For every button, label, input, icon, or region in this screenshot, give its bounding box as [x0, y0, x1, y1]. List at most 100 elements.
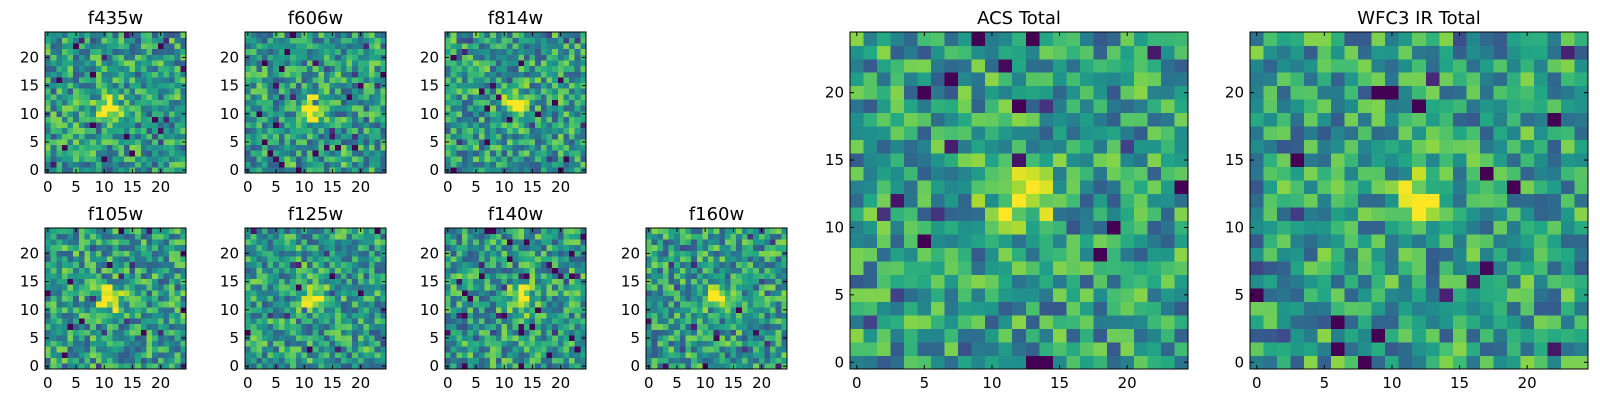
heatmap-cell: [563, 100, 569, 106]
heatmap-cell: [290, 145, 296, 151]
heatmap-cell: [375, 358, 381, 364]
heatmap-cell: [375, 313, 381, 319]
heatmap-cell: [301, 162, 307, 168]
heatmap-cell: [507, 330, 513, 336]
y-tick-label: 15: [420, 77, 439, 95]
heatmap-cell: [358, 49, 364, 55]
heatmap-cell: [135, 88, 141, 94]
heatmap-cell: [341, 279, 347, 285]
heatmap-cell: [513, 330, 519, 336]
heatmap-cell: [513, 307, 519, 313]
heatmap-cell: [175, 251, 181, 257]
heatmap-cell: [1053, 167, 1067, 181]
heatmap-cell: [575, 262, 581, 268]
heatmap-cell: [535, 346, 541, 352]
heatmap-cell: [279, 267, 285, 273]
heatmap-cell: [279, 134, 285, 140]
heatmap-cell: [135, 77, 141, 83]
heatmap-cell: [473, 346, 479, 352]
heatmap-cell: [147, 341, 153, 347]
heatmap-cell: [535, 162, 541, 168]
heatmap-cell: [84, 167, 90, 173]
heatmap-cell: [358, 352, 364, 358]
heatmap-cell: [118, 290, 124, 296]
heatmap-cell: [547, 111, 553, 117]
heatmap-cell: [748, 318, 754, 324]
heatmap-cell: [462, 234, 468, 240]
heatmap-cell: [324, 251, 330, 257]
heatmap-cell: [1026, 302, 1040, 316]
heatmap-cell: [535, 111, 541, 117]
heatmap-cell: [507, 273, 513, 279]
heatmap-cell: [530, 111, 536, 117]
heatmap-cell: [552, 66, 558, 72]
heatmap-cell: [262, 128, 268, 134]
heatmap-cell: [552, 111, 558, 117]
heatmap-cell: [547, 60, 553, 66]
heatmap-cell: [56, 267, 62, 273]
heatmap-cell: [169, 335, 175, 341]
heatmap-cell: [753, 335, 759, 341]
heatmap-cell: [535, 150, 541, 156]
heatmap-cell: [107, 284, 113, 290]
heatmap-cell: [158, 55, 164, 61]
heatmap-cell: [45, 88, 51, 94]
heatmap-cell: [313, 94, 319, 100]
heatmap-cell: [490, 145, 496, 151]
heatmap-cell: [496, 346, 502, 352]
heatmap-cell: [697, 341, 703, 347]
heatmap-cell: [657, 273, 663, 279]
heatmap-cell: [101, 38, 107, 44]
heatmap-cell: [575, 38, 581, 44]
heatmap-cell: [101, 66, 107, 72]
heatmap-cell: [96, 156, 102, 162]
x-tick-label: 0: [644, 374, 654, 392]
heatmap-cell: [468, 335, 474, 341]
heatmap-cell: [479, 94, 485, 100]
heatmap-cell: [79, 239, 85, 245]
heatmap-cell: [742, 313, 748, 319]
heatmap-cell: [341, 256, 347, 262]
heatmap-cell: [268, 228, 274, 234]
heatmap-cell: [158, 117, 164, 123]
heatmap-cell: [501, 128, 507, 134]
heatmap-cell: [51, 234, 57, 240]
heatmap-cell: [101, 100, 107, 106]
heatmap-cell: [268, 145, 274, 151]
heatmap-cell: [284, 330, 290, 336]
heatmap-cell: [135, 346, 141, 352]
heatmap-cells: [45, 228, 186, 369]
heatmap-cell: [468, 267, 474, 273]
heatmap-cell: [107, 88, 113, 94]
heatmap-cell: [79, 49, 85, 55]
heatmap-cell: [180, 162, 186, 168]
heatmap-cell: [352, 49, 358, 55]
heatmap-cell: [90, 83, 96, 89]
heatmap-cell: [175, 346, 181, 352]
heatmap-cell: [124, 38, 130, 44]
heatmap-cell: [245, 256, 251, 262]
heatmap-cell: [507, 55, 513, 61]
heatmap-cell: [541, 330, 547, 336]
heatmap-cell: [279, 66, 285, 72]
heatmap-cell: [290, 38, 296, 44]
heatmap-cell: [163, 128, 169, 134]
heatmap-cell: [335, 239, 341, 245]
heatmap-cell: [490, 239, 496, 245]
heatmap-cell: [507, 290, 513, 296]
heatmap-cell: [1026, 275, 1040, 289]
heatmap-cell: [958, 302, 972, 316]
heatmap-cell: [51, 128, 57, 134]
heatmap-cell: [347, 318, 353, 324]
heatmap-cell: [262, 324, 268, 330]
heatmap-cell: [580, 122, 586, 128]
heatmap-cell: [708, 341, 714, 347]
y-tick-label: 5: [429, 133, 439, 151]
heatmap-cell: [518, 94, 524, 100]
heatmap-cell: [999, 288, 1013, 302]
heatmap-cell: [708, 307, 714, 313]
heatmap-cell: [490, 83, 496, 89]
heatmap-cell: [245, 71, 251, 77]
heatmap-cell: [524, 43, 530, 49]
heatmap-cell: [251, 301, 257, 307]
